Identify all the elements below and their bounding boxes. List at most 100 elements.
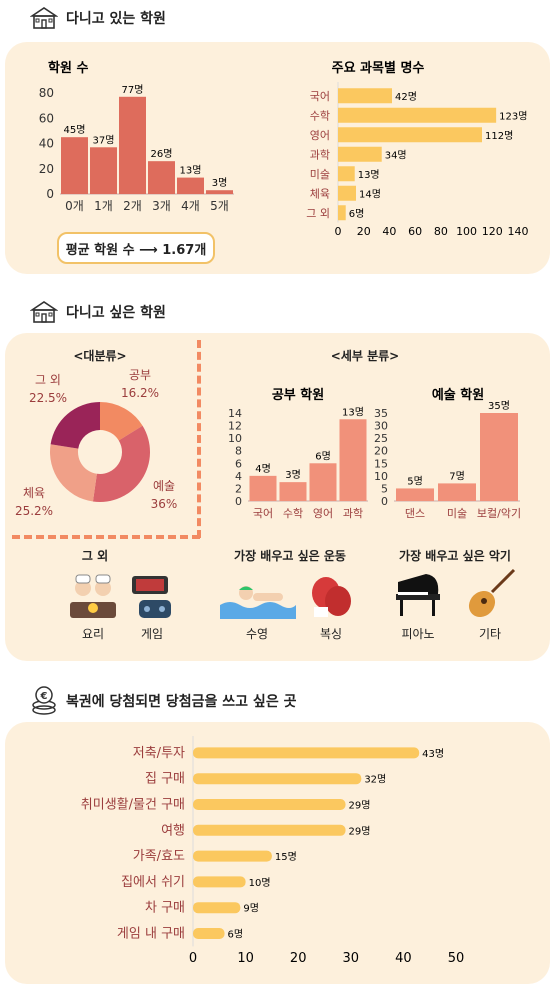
data-label: 9명: [243, 903, 259, 915]
y-tick-label: 80: [39, 86, 54, 100]
bar: [338, 107, 497, 123]
bar: [206, 190, 233, 194]
x-tick-label: 80: [434, 225, 448, 238]
bar: [338, 185, 356, 201]
bar: [396, 488, 434, 501]
bar: [338, 166, 355, 182]
x-tick-label: 20: [290, 951, 307, 966]
data-label: 6명: [349, 208, 365, 220]
data-label: 14명: [359, 188, 381, 200]
data-label: 32명: [364, 774, 386, 786]
x-tick-label: 120: [482, 225, 503, 238]
x-tick-label: 10: [237, 951, 254, 966]
item-boxing: 복싱: [319, 627, 343, 641]
y-tick-label: 40: [39, 137, 54, 151]
y-tick-label: 여행: [161, 822, 185, 838]
bar: [177, 177, 204, 194]
bar: [193, 850, 272, 862]
pie-label-study-value: 16.2%: [120, 386, 160, 400]
data-label: 15명: [275, 851, 297, 863]
data-label: 29명: [349, 825, 371, 837]
y-tick-label: 영어: [310, 129, 330, 142]
y-tick-label: 과학: [310, 148, 330, 161]
y-tick-label: 게임 내 구매: [117, 927, 185, 942]
data-label: 13명: [358, 169, 380, 181]
data-label: 7명: [449, 470, 465, 482]
section1-header: 다니고 있는 학원: [30, 6, 166, 30]
bar: [193, 876, 246, 888]
bar: [480, 413, 518, 501]
y-tick-label: 4: [235, 470, 242, 483]
bar: [193, 773, 362, 785]
data-label: 123명: [499, 110, 527, 122]
game-console-icon: [132, 576, 171, 618]
bar: [193, 928, 225, 939]
x-tick-label: 국어: [253, 507, 273, 520]
item-game: 게임: [140, 627, 164, 641]
pie-label-art-name: 예술: [152, 479, 176, 493]
pie-label-other-name: 그 외: [35, 373, 61, 387]
section1-title: 다니고 있는 학원: [66, 11, 166, 27]
data-label: 3명: [285, 469, 301, 481]
piano-icon: [396, 574, 440, 616]
pie-label-sports-name: 체육: [22, 486, 46, 500]
y-tick-label: 그 외: [306, 207, 330, 220]
y-tick-label: 25: [374, 432, 388, 445]
average-academy-count: 평균 학원 수 ⟶ 1.67개: [57, 232, 215, 264]
data-label: 6명: [228, 929, 244, 941]
section2-header: 다니고 싶은 학원: [30, 300, 166, 324]
y-tick-label: 2: [235, 482, 242, 495]
donut-slice: [50, 402, 100, 449]
x-tick-label: 50: [448, 951, 465, 966]
y-tick-label: 집에서 쉬기: [121, 875, 185, 890]
y-tick-label: 8: [235, 445, 242, 458]
section3-title: 복권에 당첨되면 당첨금을 쓰고 싶은 곳: [66, 694, 297, 710]
chart-title: 예술 학원: [432, 387, 484, 403]
x-tick-label: 40: [395, 951, 412, 966]
x-tick-label: 수학: [283, 507, 303, 520]
donut-slice: [92, 425, 150, 502]
data-label: 13명: [180, 165, 202, 177]
subject-count-chart: 주요 과목별 명수 42명 국어 123명 수학 112명 영어 34명 과학 13명 미술 14명 체…: [306, 60, 529, 238]
item-cooking: 요리: [81, 627, 105, 641]
bar: [193, 902, 241, 914]
bar: [338, 146, 382, 162]
y-tick-label: 0: [235, 495, 242, 508]
y-tick-label: 0: [46, 187, 54, 201]
y-tick-label: 14: [228, 407, 242, 420]
donut-slice: [50, 444, 97, 502]
y-tick-label: 35: [374, 407, 388, 420]
chart-title: 공부 학원: [272, 387, 324, 403]
guitar-icon: [468, 568, 516, 618]
item-piano: 피아노: [401, 627, 435, 641]
y-tick-label: 집 구매: [145, 772, 185, 787]
data-label: 112명: [485, 130, 513, 142]
y-tick-label: 6: [235, 457, 242, 470]
data-label: 26명: [151, 148, 173, 160]
academy-count-chart: 학원 수 0 20 40 60 80 45명 0개 37명 1개 77명 2개 26명 3개 13명 4개 3명…: [39, 60, 234, 213]
bar: [193, 799, 346, 810]
bar: [279, 482, 307, 501]
bar: [193, 747, 420, 759]
x-tick-label: 140: [508, 225, 529, 238]
y-tick-label: 수학: [310, 109, 330, 122]
bar: [119, 96, 146, 194]
bar: [309, 463, 337, 501]
x-tick-label: 0: [335, 225, 342, 238]
data-label: 4명: [255, 463, 271, 475]
y-tick-label: 0: [381, 495, 388, 508]
x-tick-label: 0: [189, 951, 197, 966]
data-label: 13명: [342, 406, 364, 418]
data-label: 45명: [64, 124, 86, 136]
pie-label-art-value: 36%: [150, 497, 178, 511]
data-label: 42명: [395, 91, 417, 103]
y-tick-label: 차 구매: [145, 901, 185, 916]
cooking-kids-icon: [70, 574, 116, 618]
bar: [193, 824, 346, 836]
school-building-icon: [30, 7, 58, 29]
sports-group-title: 가장 배우고 싶은 운동: [234, 549, 346, 563]
data-label: 10명: [249, 877, 271, 889]
section3-header: € 복권에 당첨되면 당첨금을 쓰고 싶은 곳: [30, 686, 296, 716]
bar: [338, 127, 482, 143]
